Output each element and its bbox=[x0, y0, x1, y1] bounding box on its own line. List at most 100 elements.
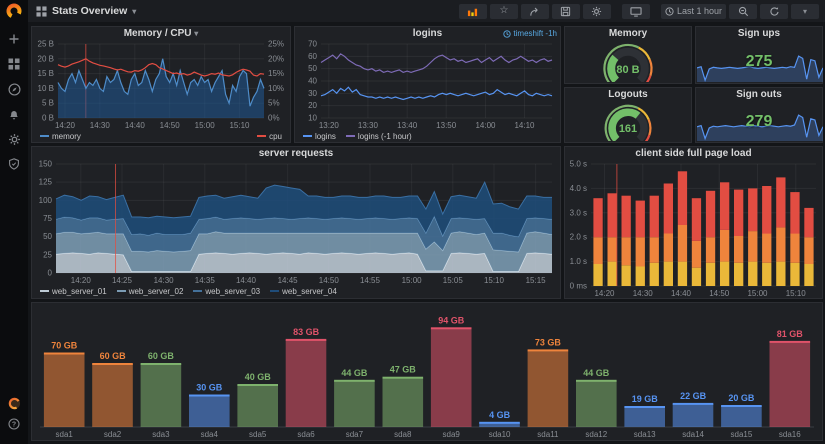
panel-title[interactable]: client side full page load bbox=[565, 147, 822, 160]
svg-text:sda2: sda2 bbox=[104, 430, 122, 439]
legend-item[interactable]: memory bbox=[40, 132, 81, 141]
svg-text:3.0 s: 3.0 s bbox=[570, 208, 587, 217]
panel-title[interactable]: Sign outs bbox=[696, 88, 822, 101]
legend-item[interactable]: web_server_03 bbox=[193, 287, 260, 296]
svg-text:25 B: 25 B bbox=[38, 40, 54, 49]
grafana-logo[interactable] bbox=[0, 0, 28, 22]
svg-text:14:10: 14:10 bbox=[514, 121, 535, 130]
svg-text:50: 50 bbox=[43, 232, 52, 241]
sidebar-item-explore[interactable] bbox=[7, 82, 21, 96]
svg-text:sda9: sda9 bbox=[443, 430, 461, 439]
panel-title-text: Sign outs bbox=[736, 89, 782, 100]
svg-text:14:50: 14:50 bbox=[160, 121, 181, 130]
panel-title[interactable]: Memory bbox=[565, 27, 691, 40]
panel-title[interactable]: server requests bbox=[32, 147, 560, 160]
sparkline-container bbox=[697, 111, 823, 141]
svg-text:sda11: sda11 bbox=[537, 430, 559, 439]
svg-text:20 GB: 20 GB bbox=[728, 393, 755, 403]
legend-item[interactable]: logins bbox=[303, 132, 336, 141]
star-button[interactable]: ☆ bbox=[489, 3, 518, 19]
svg-text:5.0 s: 5.0 s bbox=[570, 160, 587, 169]
svg-text:14:55: 14:55 bbox=[360, 276, 381, 285]
svg-text:14:40: 14:40 bbox=[125, 121, 146, 130]
svg-text:sda3: sda3 bbox=[152, 430, 170, 439]
grafana-logo-icon bbox=[6, 3, 22, 19]
panel-memory-cpu: Memory / CPU ▾ 0 B 0% 5 B 5% 10 B 10% 15 B 15% 2… bbox=[31, 26, 291, 143]
add-panel-button[interactable] bbox=[458, 3, 487, 19]
panel-title[interactable]: Sign ups bbox=[696, 27, 822, 40]
panel-title[interactable]: Logouts bbox=[565, 88, 691, 101]
sidebar-item-configuration[interactable] bbox=[7, 132, 21, 146]
svg-text:70 GB: 70 GB bbox=[51, 341, 78, 351]
panel-title-text: logins bbox=[412, 28, 443, 39]
svg-text:30 GB: 30 GB bbox=[196, 383, 223, 393]
panel-sign-ups: Sign ups 275 bbox=[695, 26, 823, 84]
dashboard-title: Stats Overview bbox=[52, 5, 128, 17]
page-load-chart[interactable]: 0 ms 1.0 s 2.0 s 3.0 s 4.0 s 5.0 s 14:20 14:30 1… bbox=[565, 160, 822, 298]
logouts-gauge bbox=[604, 104, 652, 141]
panel-server-requests: server requests 0 25 50 75 100 125 150 14:20 14:… bbox=[31, 146, 561, 299]
svg-text:5%: 5% bbox=[268, 99, 280, 108]
memory-gauge bbox=[603, 43, 653, 82]
share-icon bbox=[530, 7, 539, 16]
disk-usage-chart[interactable]: 70 GB sda1 60 GB sda2 60 GB sda3 30 GB sda4 40 G… bbox=[32, 306, 822, 439]
refresh-button[interactable] bbox=[760, 3, 788, 19]
zoom-out-button[interactable] bbox=[729, 3, 757, 19]
svg-text:15:10: 15:10 bbox=[229, 121, 250, 130]
time-range-picker[interactable]: Last 1 hour bbox=[660, 3, 726, 19]
legend-item[interactable]: web_server_04 bbox=[270, 287, 337, 296]
svg-text:4.0 s: 4.0 s bbox=[570, 184, 587, 193]
chevron-down-icon: ▾ bbox=[132, 6, 137, 16]
clock-icon bbox=[503, 29, 512, 38]
compass-icon bbox=[7, 82, 21, 96]
sidebar-item-server-admin[interactable] bbox=[7, 157, 21, 171]
svg-text:81 GB: 81 GB bbox=[777, 329, 804, 339]
legend-item[interactable]: logins (-1 hour) bbox=[345, 132, 412, 141]
panel-page-load: client side full page load 0 ms 1.0 s 2.0 … bbox=[564, 146, 823, 299]
refresh-interval-caret[interactable]: ▾ bbox=[791, 3, 819, 19]
legend-item[interactable]: web_server_01 bbox=[40, 287, 107, 296]
server-requests-chart[interactable]: 0 25 50 75 100 125 150 14:20 14:25 14:30 14:35 14:4… bbox=[32, 160, 560, 285]
svg-text:60: 60 bbox=[308, 52, 317, 61]
sidebar-item-dashboards[interactable] bbox=[7, 57, 21, 71]
gear-icon bbox=[8, 133, 20, 145]
tv-icon bbox=[630, 6, 642, 17]
legend-swatch bbox=[303, 135, 312, 137]
logins-chart[interactable]: 10 20 30 40 50 60 70 13:20 13:30 13:40 13:50 14:00 1… bbox=[295, 40, 560, 130]
plus-icon bbox=[9, 34, 19, 44]
sidebar-item-create[interactable] bbox=[7, 32, 21, 46]
memory-cpu-chart[interactable]: 0 B 0% 5 B 5% 10 B 10% 15 B 15% 20 B 20% 25 B 25% 14… bbox=[32, 40, 290, 130]
svg-text:sda4: sda4 bbox=[201, 430, 219, 439]
svg-text:sda13: sda13 bbox=[634, 430, 656, 439]
panel-title-text: Memory / CPU bbox=[123, 28, 192, 39]
sign-outs-sparkline bbox=[697, 114, 823, 141]
svg-text:14:30: 14:30 bbox=[633, 289, 654, 298]
user-avatar[interactable] bbox=[7, 396, 21, 410]
svg-text:14:20: 14:20 bbox=[55, 121, 76, 130]
svg-text:1.0 s: 1.0 s bbox=[570, 257, 587, 266]
svg-text:?: ? bbox=[12, 421, 16, 428]
share-button[interactable] bbox=[520, 3, 549, 19]
dashboard-grid-icon bbox=[36, 5, 47, 17]
breadcrumb[interactable]: Stats Overview ▾ bbox=[36, 5, 136, 17]
sidebar-item-alerting[interactable] bbox=[7, 107, 21, 121]
svg-text:44 GB: 44 GB bbox=[583, 368, 610, 378]
refresh-icon bbox=[769, 6, 779, 16]
svg-text:4 GB: 4 GB bbox=[489, 410, 511, 420]
svg-text:22 GB: 22 GB bbox=[680, 391, 707, 401]
dashboard-settings-button[interactable] bbox=[582, 3, 611, 19]
cycle-view-button[interactable] bbox=[621, 3, 650, 19]
svg-text:sda1: sda1 bbox=[56, 430, 74, 439]
panel-title[interactable]: logins timeshift -1h bbox=[295, 27, 560, 40]
panel-title-text: Memory bbox=[608, 28, 648, 39]
legend-item[interactable]: cpu bbox=[257, 132, 282, 141]
panel-title[interactable]: Memory / CPU ▾ bbox=[32, 27, 290, 40]
help-button[interactable]: ? bbox=[7, 417, 21, 431]
svg-text:14:50: 14:50 bbox=[319, 276, 340, 285]
svg-text:150: 150 bbox=[39, 160, 53, 169]
svg-text:15:00: 15:00 bbox=[195, 121, 216, 130]
svg-text:2.0 s: 2.0 s bbox=[570, 233, 587, 242]
legend-item[interactable]: web_server_02 bbox=[116, 287, 183, 296]
save-button[interactable] bbox=[551, 3, 580, 19]
